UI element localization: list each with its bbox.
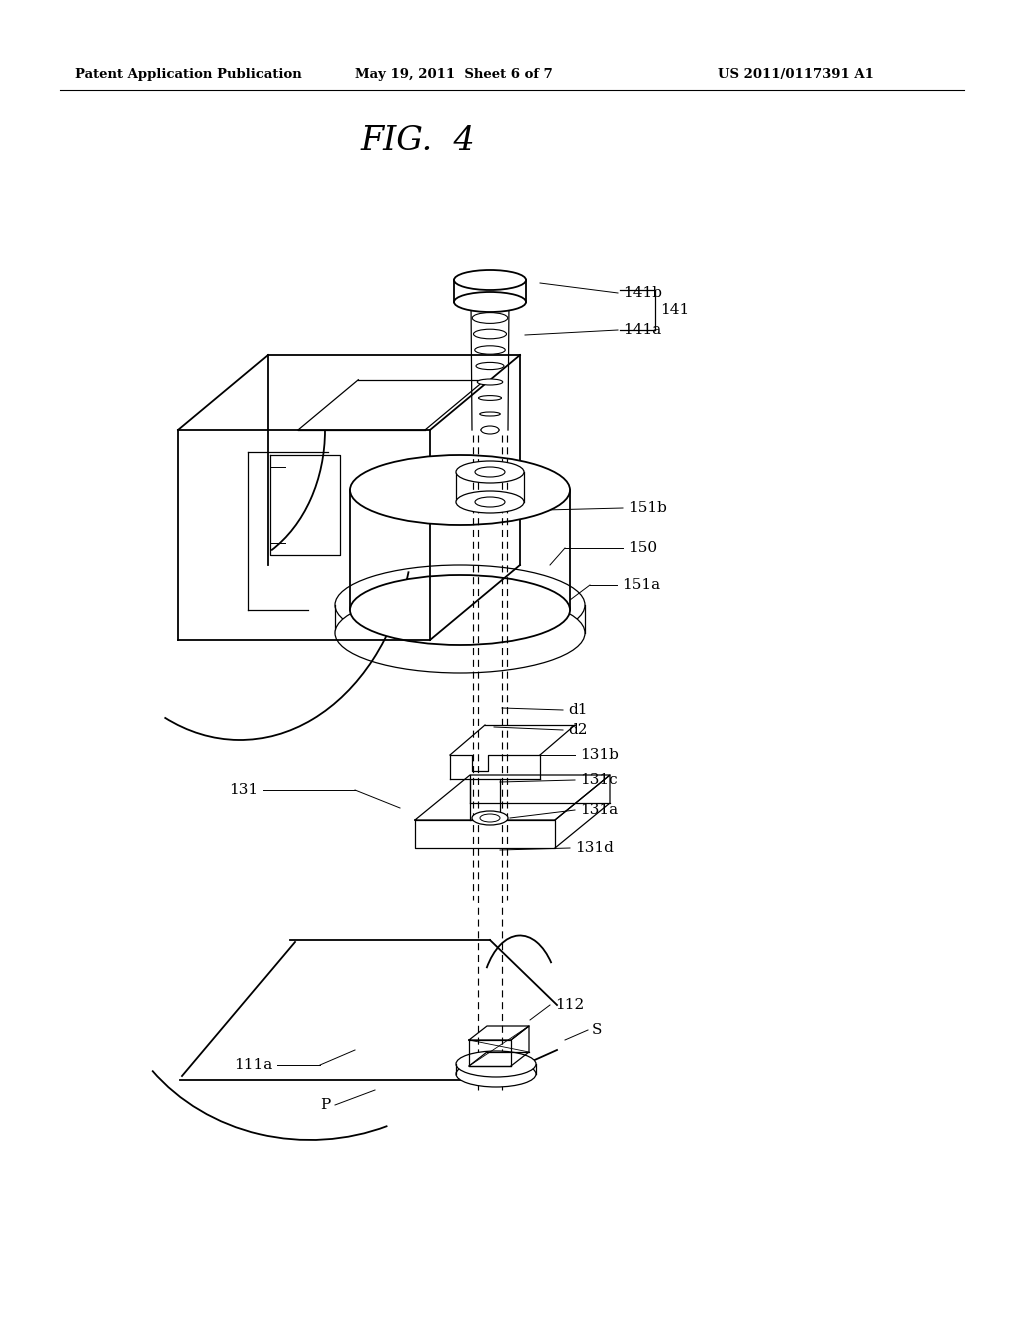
Ellipse shape: [350, 455, 570, 525]
Ellipse shape: [480, 412, 501, 416]
Text: 150: 150: [628, 541, 657, 554]
Text: 141b: 141b: [623, 286, 662, 300]
Text: d2: d2: [568, 723, 588, 737]
Text: S: S: [592, 1023, 602, 1038]
Text: 131a: 131a: [580, 803, 618, 817]
Text: US 2011/0117391 A1: US 2011/0117391 A1: [718, 69, 873, 81]
Text: 112: 112: [555, 998, 585, 1012]
Ellipse shape: [456, 1061, 536, 1086]
Ellipse shape: [481, 428, 499, 432]
Ellipse shape: [335, 565, 585, 645]
Ellipse shape: [472, 810, 508, 825]
Ellipse shape: [454, 271, 526, 290]
Text: 151a: 151a: [622, 578, 660, 591]
Text: Patent Application Publication: Patent Application Publication: [75, 69, 302, 81]
Ellipse shape: [335, 593, 585, 673]
Ellipse shape: [456, 491, 524, 513]
Text: 131d: 131d: [575, 841, 613, 855]
Ellipse shape: [478, 396, 502, 400]
Ellipse shape: [454, 292, 526, 312]
Text: 131c: 131c: [580, 774, 617, 787]
Ellipse shape: [471, 296, 509, 308]
Text: 111a: 111a: [233, 1059, 272, 1072]
Ellipse shape: [476, 363, 504, 370]
Ellipse shape: [456, 461, 524, 483]
Ellipse shape: [473, 329, 507, 339]
Ellipse shape: [456, 1051, 536, 1077]
Text: 131b: 131b: [580, 748, 618, 762]
Text: 151b: 151b: [628, 502, 667, 515]
Ellipse shape: [481, 426, 499, 434]
Ellipse shape: [477, 379, 503, 385]
Text: 141a: 141a: [623, 323, 662, 337]
Ellipse shape: [472, 313, 508, 323]
Text: 131: 131: [229, 783, 258, 797]
Ellipse shape: [480, 814, 500, 822]
Ellipse shape: [475, 498, 505, 507]
Text: d1: d1: [568, 704, 588, 717]
Ellipse shape: [475, 467, 505, 477]
Text: 141: 141: [660, 304, 689, 317]
Text: May 19, 2011  Sheet 6 of 7: May 19, 2011 Sheet 6 of 7: [355, 69, 553, 81]
Text: P: P: [319, 1098, 330, 1111]
Ellipse shape: [475, 346, 505, 354]
Text: FIG.  4: FIG. 4: [360, 125, 475, 157]
Ellipse shape: [350, 576, 570, 645]
